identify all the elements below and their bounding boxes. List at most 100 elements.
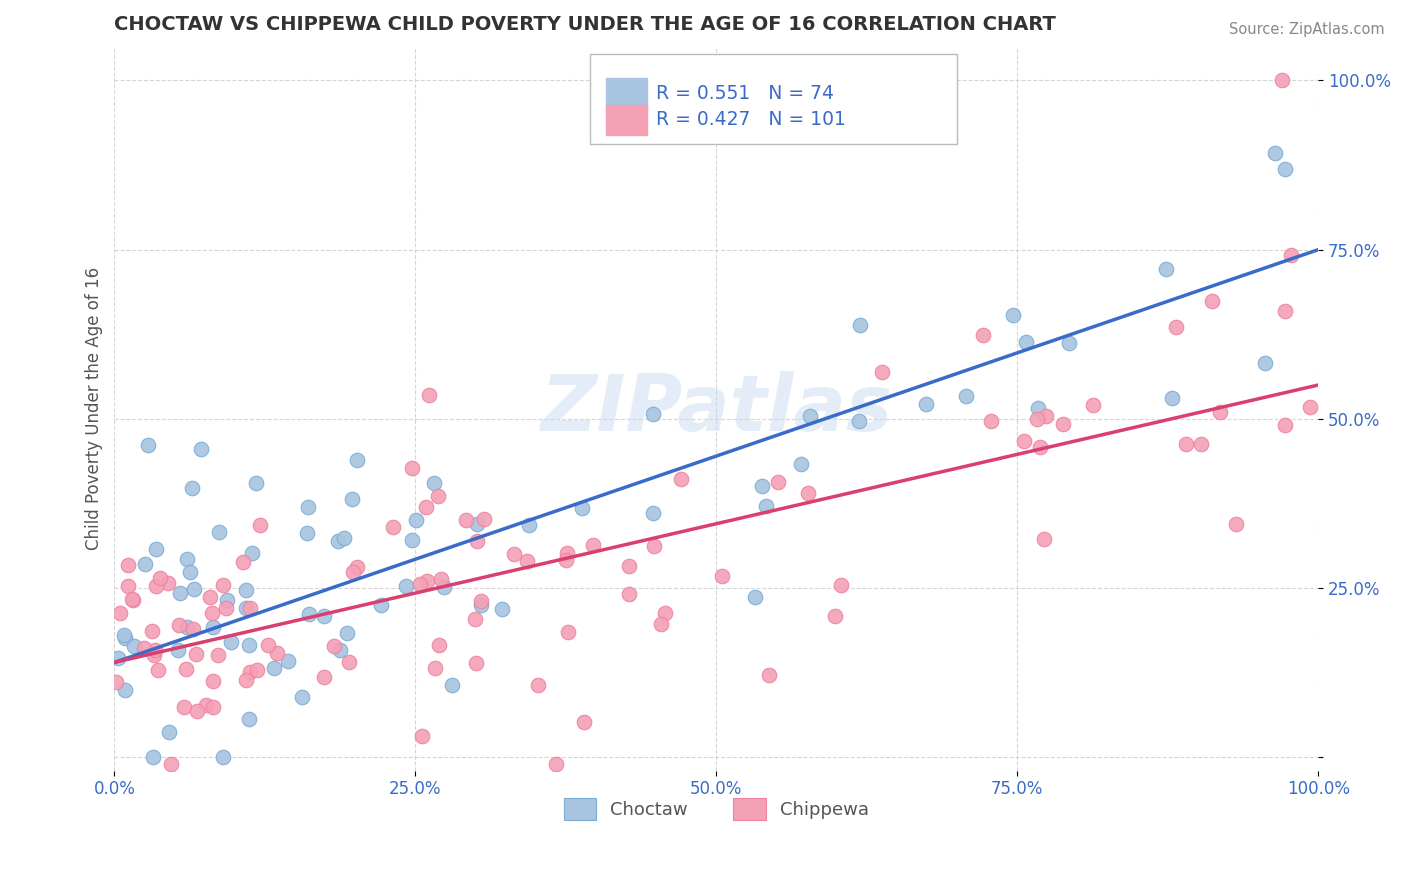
Point: [217, 593, 239, 607]
Point: [441, 678, 464, 692]
Point: [1209, 405, 1232, 419]
Point: [1279, 248, 1302, 262]
Point: [166, 643, 188, 657]
Point: [1057, 336, 1080, 351]
Point: [232, 555, 254, 569]
Point: [544, 756, 567, 771]
Point: [176, 620, 198, 634]
Point: [312, 609, 335, 624]
Point: [790, 457, 813, 471]
Point: [415, 500, 437, 514]
Point: [122, 639, 145, 653]
Point: [132, 641, 155, 656]
Point: [1264, 145, 1286, 160]
Point: [472, 511, 495, 525]
Point: [219, 635, 242, 649]
Point: [517, 517, 540, 532]
Point: [184, 647, 207, 661]
Point: [108, 606, 131, 620]
Y-axis label: Child Poverty Under the Age of 16: Child Poverty Under the Age of 16: [86, 267, 103, 550]
Point: [972, 328, 994, 343]
Point: [332, 531, 354, 545]
Point: [370, 598, 392, 612]
Point: [238, 712, 260, 726]
Point: [1026, 412, 1049, 426]
Point: [830, 578, 852, 592]
Point: [194, 698, 217, 713]
Point: [117, 558, 139, 573]
Point: [557, 624, 579, 639]
Point: [329, 643, 352, 657]
Point: [1014, 334, 1036, 349]
Point: [297, 500, 319, 514]
Point: [1154, 261, 1177, 276]
Point: [1174, 437, 1197, 451]
Point: [136, 438, 159, 452]
Point: [190, 442, 212, 457]
Point: [516, 554, 538, 568]
Point: [426, 489, 449, 503]
Point: [1274, 161, 1296, 176]
Point: [346, 452, 368, 467]
Point: [266, 646, 288, 660]
Point: [465, 534, 488, 549]
Point: [186, 704, 208, 718]
Point: [955, 389, 977, 403]
Point: [169, 586, 191, 600]
Point: [491, 602, 513, 616]
Point: [159, 724, 181, 739]
Point: [423, 661, 446, 675]
Point: [1271, 73, 1294, 87]
Point: [617, 559, 640, 574]
Point: [291, 690, 314, 705]
Point: [751, 479, 773, 493]
Point: [423, 475, 446, 490]
Text: CHOCTAW VS CHIPPEWA CHILD POVERTY UNDER THE AGE OF 16 CORRELATION CHART: CHOCTAW VS CHIPPEWA CHILD POVERTY UNDER …: [114, 15, 1056, 34]
Point: [314, 670, 336, 684]
Point: [395, 578, 418, 592]
Point: [145, 579, 167, 593]
Point: [149, 571, 172, 585]
Point: [470, 594, 492, 608]
Point: [1166, 319, 1188, 334]
Point: [337, 656, 360, 670]
Point: [470, 598, 492, 612]
Point: [207, 648, 229, 663]
FancyBboxPatch shape: [591, 54, 957, 145]
Point: [112, 628, 135, 642]
Point: [249, 518, 271, 533]
Point: [1028, 401, 1050, 415]
Point: [418, 388, 440, 402]
Point: [416, 574, 439, 588]
Point: [401, 461, 423, 475]
Point: [239, 665, 262, 679]
Point: [465, 516, 488, 531]
Point: [758, 668, 780, 682]
Text: ZIPatlas: ZIPatlas: [540, 371, 893, 447]
Point: [555, 546, 578, 560]
Point: [401, 533, 423, 548]
Point: [239, 601, 262, 615]
Text: R = 0.551   N = 74: R = 0.551 N = 74: [657, 84, 834, 103]
Point: [145, 541, 167, 556]
Point: [215, 601, 238, 615]
Point: [799, 409, 821, 423]
Point: [238, 638, 260, 652]
Point: [465, 657, 488, 671]
Point: [295, 525, 318, 540]
Point: [235, 582, 257, 597]
Text: Source: ZipAtlas.com: Source: ZipAtlas.com: [1229, 22, 1385, 37]
Point: [148, 663, 170, 677]
Point: [711, 569, 734, 583]
Point: [554, 553, 576, 567]
Point: [173, 699, 195, 714]
Point: [122, 593, 145, 607]
Point: [176, 552, 198, 566]
Point: [671, 472, 693, 486]
Point: [134, 558, 156, 572]
Point: [143, 642, 166, 657]
Point: [298, 607, 321, 622]
Point: [211, 750, 233, 764]
Point: [346, 560, 368, 574]
FancyBboxPatch shape: [606, 78, 647, 109]
